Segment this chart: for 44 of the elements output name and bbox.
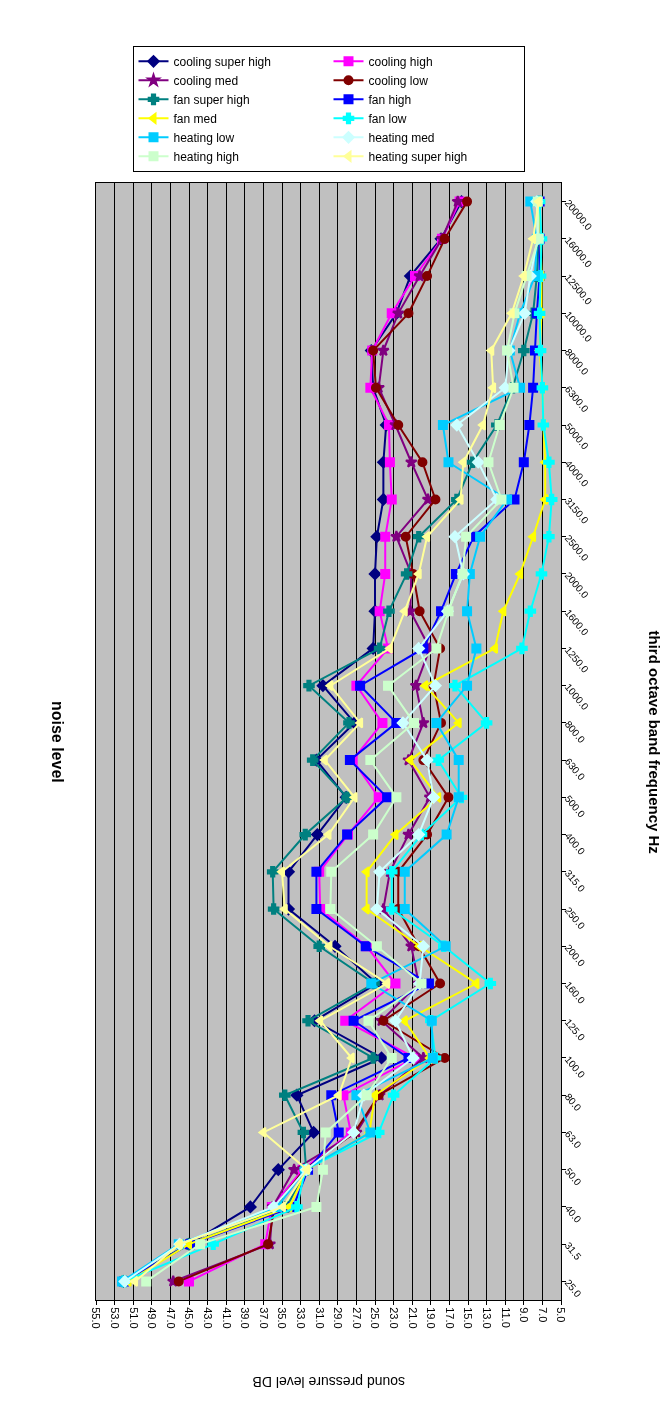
x-tick-label: 51.0 [127,1307,140,1329]
legend-label: cooling super high [173,55,271,70]
x-tick-label: 17.0 [443,1307,456,1329]
x-tick-label: 37.0 [257,1307,270,1329]
x-tick-label: 31.0 [313,1307,326,1329]
x-tick-label: 47.0 [164,1307,177,1329]
x-tick-label: 13.0 [481,1307,494,1329]
x-tick-label: 43.0 [202,1307,215,1329]
x-tick-label: 29.0 [332,1307,345,1329]
x-tick-label: 49.0 [146,1307,159,1329]
y-tick-label: 50.0 [562,1165,584,1188]
x-tick-label: 7.0 [536,1307,549,1323]
x-tick-label: 23.0 [388,1307,401,1329]
legend-label: fan high [368,93,412,108]
x-tick-label: 33.0 [295,1307,308,1329]
x-tick-label: 35.0 [276,1307,289,1329]
legend-label: cooling med [173,74,239,89]
x-tick-label: 19.0 [425,1307,438,1329]
legend-label: cooling low [368,74,429,89]
x-axis-title: sound pressure level DB [252,1374,405,1391]
x-tick-label: 21.0 [406,1307,419,1329]
x-tick-label: 5.0 [555,1307,568,1323]
x-tick-label: 27.0 [350,1307,363,1329]
x-tick-label: 55.0 [90,1307,103,1329]
legend-label: heating low [173,131,235,146]
legend-label: fan med [173,112,217,127]
legend-label: heating super high [368,150,468,165]
x-tick-label: 15.0 [462,1307,475,1329]
legend-label: cooling high [368,55,433,70]
legend-label: fan low [368,112,407,127]
y-tick-label: 40.0 [562,1202,584,1226]
legend-label: heating high [173,150,239,165]
legend-label: fan super high [173,93,250,108]
y-tick-label: 63.0 [562,1128,584,1151]
x-tick-label: 41.0 [220,1307,233,1329]
y-axis-title: third octave band frequency Hz [645,630,663,854]
x-tick-label: 53.0 [109,1307,122,1329]
x-tick-label: 25.0 [369,1307,382,1329]
x-tick-label: 45.0 [183,1307,196,1329]
legend-label: heating med [368,131,435,146]
x-tick-label: 9.0 [518,1307,531,1323]
x-tick-label: 11.0 [499,1307,512,1328]
x-tick-label: 39.0 [239,1307,252,1329]
text: noise level [49,700,67,783]
